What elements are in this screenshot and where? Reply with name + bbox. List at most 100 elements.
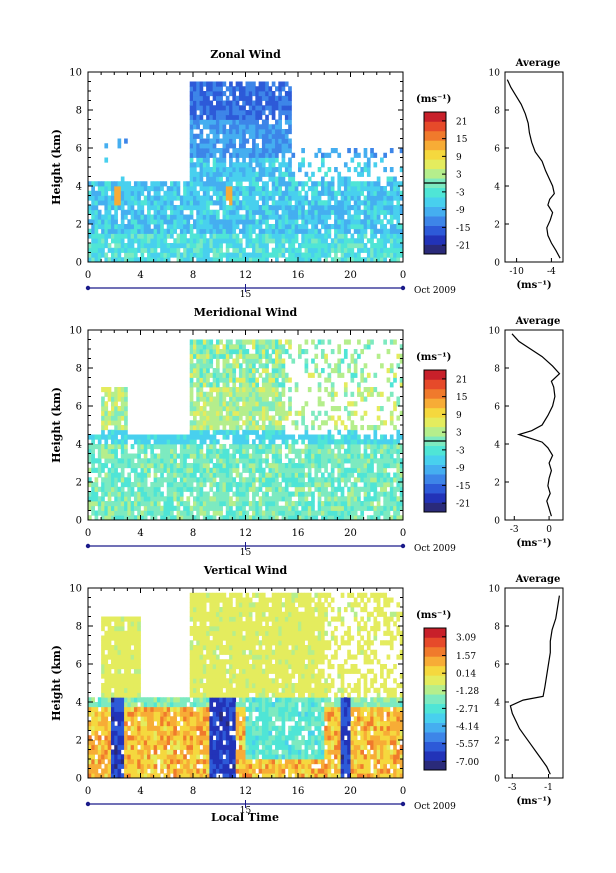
heatmap-cell <box>288 114 292 120</box>
heatmap-cell <box>271 401 276 407</box>
heatmap-cell <box>252 401 256 407</box>
heatmap-cell <box>229 515 233 520</box>
heatmap-cell <box>147 439 151 445</box>
heatmap-cell <box>380 186 384 192</box>
heatmap-cell <box>370 214 374 220</box>
heatmap-cell <box>229 505 233 511</box>
heatmap-cell <box>133 195 138 201</box>
heatmap-cell <box>107 640 112 646</box>
heatmap-cell <box>88 759 92 765</box>
heatmap-cell <box>206 477 210 483</box>
heatmap-cell <box>340 233 345 239</box>
heatmap-cell <box>330 181 335 187</box>
colorbar-swatch <box>424 149 446 160</box>
heatmap-cell <box>107 668 112 674</box>
heatmap-cell <box>268 472 273 478</box>
heatmap-cell <box>150 214 155 220</box>
heatmap-cell <box>130 238 135 244</box>
heatmap-cell <box>130 463 135 469</box>
heatmap-cell <box>337 344 342 350</box>
heatmap-cell <box>357 505 361 511</box>
heatmap-cell <box>225 247 230 253</box>
heatmap-cell <box>281 105 286 111</box>
heatmap-cell <box>242 477 246 483</box>
heatmap-cell <box>284 195 289 201</box>
heatmap-cell <box>196 482 200 488</box>
heatmap-cell <box>366 472 371 478</box>
heatmap-cell <box>232 214 237 220</box>
heatmap-cell <box>268 143 273 149</box>
heatmap-cell <box>386 181 391 187</box>
heatmap-cell <box>304 515 309 520</box>
heatmap-cell <box>383 233 387 239</box>
heatmap-cell <box>215 496 220 502</box>
heatmap-cell <box>137 510 141 516</box>
heatmap-cell <box>179 453 184 459</box>
heatmap-cell <box>140 186 145 192</box>
heatmap-cell <box>107 505 112 511</box>
heatmap-cell <box>183 205 187 211</box>
heatmap-cell <box>353 496 358 502</box>
heatmap-cell <box>133 463 138 469</box>
heatmap-cell <box>222 420 227 426</box>
heatmap-cell <box>117 491 122 497</box>
heatmap-cell <box>360 472 365 478</box>
heatmap-cell <box>324 463 328 469</box>
heatmap-cell <box>271 510 276 516</box>
heatmap-cell <box>176 510 181 516</box>
heatmap-cell <box>265 339 269 345</box>
heatmap-cell <box>258 252 263 258</box>
heatmap-cell <box>107 626 112 632</box>
heatmap-cell <box>258 349 263 355</box>
heatmap-cell <box>238 200 243 206</box>
heatmap-cell <box>199 129 204 135</box>
heatmap-cell <box>130 458 135 464</box>
heatmap-cell <box>232 224 237 230</box>
heatmap-cell <box>120 243 125 249</box>
heatmap-cell <box>232 377 237 383</box>
heatmap-cell <box>311 209 315 215</box>
heatmap-cell <box>252 372 256 378</box>
heatmap-cell <box>124 692 128 698</box>
heatmap-cell <box>245 339 250 345</box>
heatmap-cell <box>284 114 289 120</box>
heatmap-cell <box>209 91 214 97</box>
heatmap-cell <box>288 477 292 483</box>
heatmap-cell <box>202 406 207 412</box>
heatmap-cell <box>189 420 194 426</box>
heatmap-cell <box>147 200 151 206</box>
heatmap-cell <box>357 496 361 502</box>
heatmap-cell <box>268 339 273 345</box>
heatmap-cell <box>320 505 325 511</box>
heatmap-cell <box>258 186 263 192</box>
heatmap-cell <box>281 391 286 397</box>
heatmap-cell <box>386 472 391 478</box>
heatmap-cell <box>265 119 269 125</box>
heatmap-cell <box>127 247 132 253</box>
heatmap-cell <box>370 205 374 211</box>
heatmap-cell <box>376 195 381 201</box>
heatmap-cell <box>252 453 256 459</box>
heatmap-cell <box>166 472 171 478</box>
heatmap-cell <box>278 86 282 92</box>
heatmap-cell <box>117 186 122 192</box>
heatmap-cell <box>189 472 194 478</box>
heatmap-cell <box>291 238 296 244</box>
heatmap-cell <box>110 664 115 670</box>
heatmap-cell <box>101 649 105 655</box>
heatmap-cell <box>137 219 141 225</box>
heatmap-cell <box>212 368 217 374</box>
heatmap-cell <box>117 687 122 693</box>
heatmap-cell <box>209 129 214 135</box>
heatmap-cell <box>206 410 210 416</box>
heatmap-cell <box>347 505 351 511</box>
heatmap-cell <box>311 190 315 196</box>
heatmap-cell <box>291 233 296 239</box>
heatmap-cell <box>399 224 403 230</box>
heatmap-cell <box>222 148 227 154</box>
heatmap-cell <box>229 368 233 374</box>
heatmap-cell <box>294 515 299 520</box>
heatmap-cell <box>337 358 342 364</box>
average-x-tick-label: -3 <box>510 525 519 535</box>
heatmap-cell <box>137 486 141 492</box>
